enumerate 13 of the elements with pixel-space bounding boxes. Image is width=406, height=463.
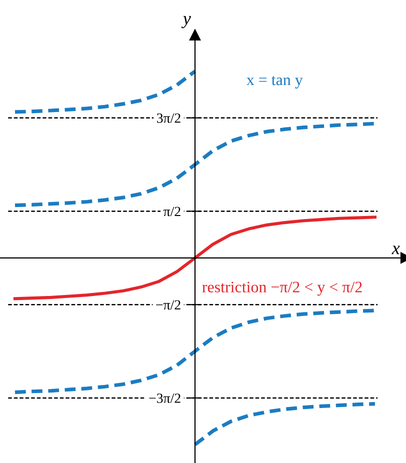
line-series xyxy=(13,216,377,300)
y-axis-title: y xyxy=(181,16,191,28)
line-series xyxy=(13,69,197,114)
y-tick-label: −π/2 xyxy=(156,300,180,310)
y-tick-label: −3π/2 xyxy=(149,394,180,403)
x-axis-title: x xyxy=(392,246,400,254)
line-series xyxy=(193,402,377,446)
y-tick-label: 3π/2 xyxy=(157,113,180,123)
series-label: restriction −π/2 < y < π/2 xyxy=(202,282,362,296)
y-tick-label: π/2 xyxy=(163,206,180,216)
line-series xyxy=(13,122,377,208)
line-series xyxy=(13,308,377,394)
text: x = tan y xyxy=(246,76,303,88)
